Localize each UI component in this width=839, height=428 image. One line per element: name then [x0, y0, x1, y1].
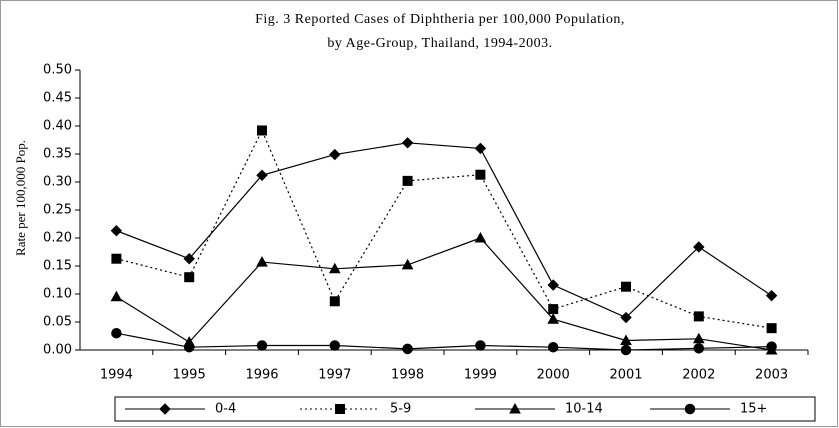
- marker: [621, 281, 631, 292]
- line: [116, 142, 772, 319]
- legend-label: 10-14: [565, 402, 603, 417]
- y-tick-label: 0.45: [43, 91, 72, 106]
- marker: [257, 125, 267, 136]
- line: [116, 332, 772, 351]
- legend-box: [114, 396, 816, 422]
- marker: [620, 344, 632, 356]
- marker: [547, 313, 560, 324]
- x-tick-label: 2003: [755, 368, 788, 383]
- y-tick-label: 0.50: [43, 63, 72, 78]
- marker: [548, 304, 559, 315]
- marker: [475, 340, 486, 351]
- y-tick-label: 0.15: [43, 259, 72, 274]
- marker: [766, 341, 777, 352]
- y-tick-label: 0.10: [43, 287, 72, 302]
- chart-title: Fig. 3 Reported Cases of Diphtheria per …: [255, 12, 625, 27]
- marker: [692, 332, 705, 344]
- marker: [111, 327, 122, 339]
- marker: [509, 402, 521, 414]
- y-tick-label: 0.30: [43, 175, 72, 190]
- marker: [329, 296, 340, 307]
- x-tick-label: 1994: [100, 368, 133, 383]
- x-tick-label: 2002: [682, 368, 715, 383]
- x-tick-label: 1998: [391, 368, 424, 383]
- marker: [547, 279, 559, 291]
- x-tick-label: 2001: [609, 368, 642, 383]
- marker: [684, 403, 696, 415]
- marker: [401, 258, 414, 270]
- marker: [766, 323, 777, 334]
- marker: [693, 343, 705, 354]
- marker: [474, 142, 487, 155]
- marker: [328, 262, 341, 274]
- marker: [693, 241, 705, 253]
- y-tick-label: 0.20: [43, 231, 72, 246]
- y-tick-label: 0.25: [43, 203, 72, 218]
- marker: [402, 175, 413, 186]
- marker: [765, 289, 778, 302]
- x-tick-label: 1996: [245, 368, 278, 383]
- marker: [184, 272, 195, 283]
- marker: [111, 253, 122, 264]
- marker: [474, 231, 487, 243]
- x-tick-label: 2000: [537, 368, 570, 383]
- y-tick-label: 0.40: [43, 119, 72, 134]
- marker: [620, 334, 632, 345]
- legend-label: 0-4: [215, 402, 236, 417]
- chart-title: by Age-Group, Thailand, 1994-2003.: [327, 36, 552, 51]
- y-tick-label: 0.05: [43, 315, 72, 330]
- marker: [256, 256, 268, 267]
- marker: [335, 404, 345, 414]
- marker: [402, 343, 413, 355]
- line: [116, 129, 772, 329]
- x-tick-label: 1995: [173, 368, 206, 383]
- marker: [256, 340, 268, 351]
- marker: [620, 311, 632, 324]
- y-axis-label: Rate per 100,000 Pop.: [13, 140, 28, 256]
- marker: [401, 137, 414, 149]
- x-tick-label: 1999: [464, 368, 497, 383]
- legend-label: 5-9: [390, 402, 411, 417]
- line: [116, 237, 772, 351]
- marker: [693, 311, 704, 322]
- marker: [183, 253, 195, 265]
- marker: [110, 225, 123, 237]
- marker: [547, 341, 559, 353]
- marker: [183, 341, 195, 353]
- marker: [256, 169, 268, 181]
- marker: [329, 148, 341, 161]
- marker: [159, 403, 171, 415]
- y-tick-label: 0.35: [43, 147, 72, 162]
- legend-label: 15+: [740, 402, 767, 417]
- marker: [110, 290, 123, 302]
- y-tick-label: 0.00: [43, 343, 72, 358]
- x-tick-label: 1997: [318, 368, 351, 383]
- marker: [475, 169, 486, 180]
- marker: [329, 340, 341, 351]
